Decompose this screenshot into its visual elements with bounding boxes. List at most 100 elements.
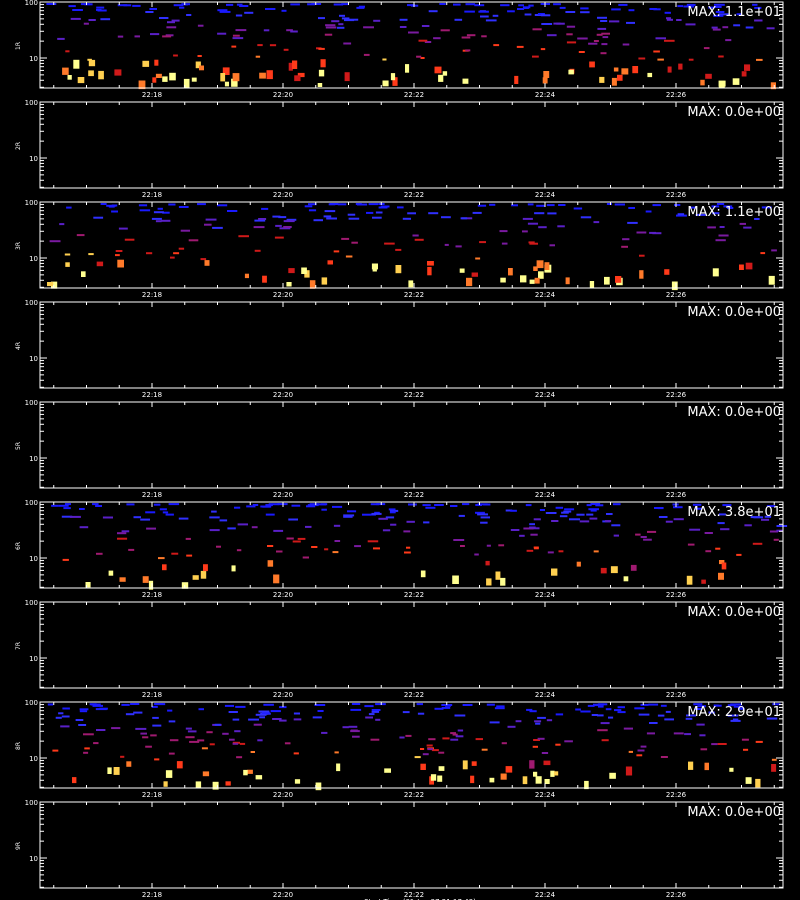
max-value-label: MAX: 3.8e+01 <box>687 505 781 520</box>
cell <box>257 44 263 47</box>
cell <box>155 73 162 78</box>
cell <box>151 217 162 220</box>
cell <box>231 45 237 48</box>
cell <box>161 219 171 222</box>
cell <box>540 48 546 51</box>
cell <box>399 18 408 21</box>
cell <box>643 538 652 541</box>
cell <box>546 719 553 722</box>
cell <box>638 713 650 716</box>
cell <box>489 777 495 783</box>
cell <box>689 528 701 531</box>
cell <box>639 270 644 279</box>
x-tick-label: 22:22 <box>404 791 424 799</box>
max-value-label: MAX: 1.1e+00 <box>687 205 781 220</box>
cell <box>293 752 299 755</box>
cell <box>157 207 163 210</box>
cell <box>718 13 730 16</box>
cell <box>664 11 671 14</box>
cell <box>246 505 256 508</box>
cell <box>259 716 265 719</box>
cell <box>711 26 718 29</box>
cell <box>598 705 604 708</box>
cell <box>96 261 104 267</box>
cell <box>414 238 424 241</box>
cell <box>96 6 105 9</box>
cell <box>284 742 291 745</box>
cell <box>434 707 444 710</box>
spectrogram-cells <box>51 503 788 590</box>
cell <box>610 566 618 574</box>
cell <box>660 704 667 707</box>
cell <box>418 39 428 42</box>
cell <box>279 706 287 709</box>
cell <box>754 218 760 220</box>
cell <box>314 704 326 706</box>
cell <box>239 5 249 7</box>
cell <box>390 509 399 512</box>
cell <box>700 748 708 751</box>
panel-7r: 100 10 7R 22:18 22:20 22:22 22:24 22:26 MAX: 0.0… <box>15 599 784 699</box>
cell <box>96 729 106 731</box>
cell <box>209 529 220 532</box>
cell <box>76 234 85 237</box>
cell <box>273 574 280 584</box>
cell <box>62 707 70 710</box>
cell <box>454 18 463 21</box>
cell <box>769 530 778 533</box>
cell <box>645 210 652 213</box>
cell <box>368 713 375 716</box>
cell <box>534 277 540 284</box>
cell <box>627 221 638 224</box>
cell <box>696 723 705 726</box>
cell <box>336 763 341 772</box>
cell <box>465 49 471 52</box>
cell <box>755 778 761 788</box>
cell <box>715 11 725 13</box>
cell <box>255 775 263 780</box>
cell <box>146 527 156 530</box>
cell <box>200 258 207 261</box>
cell <box>741 738 749 741</box>
cell <box>405 734 412 737</box>
panel-label: 2R <box>15 142 22 150</box>
cell <box>67 75 72 80</box>
cell <box>534 720 542 723</box>
plot-frame <box>39 101 784 189</box>
cell <box>351 703 361 705</box>
y-tick-label: 10 <box>29 155 38 163</box>
cell <box>485 560 490 566</box>
cell <box>433 37 441 40</box>
cell <box>422 753 429 756</box>
x-ticks: 22:18 22:20 22:22 22:24 22:26 <box>53 702 775 799</box>
cell <box>290 30 298 33</box>
cell <box>275 224 282 227</box>
cell <box>697 705 706 708</box>
cell <box>371 710 380 713</box>
cell <box>538 226 547 229</box>
cell <box>140 732 147 735</box>
cell <box>159 17 169 19</box>
cell <box>590 503 601 505</box>
cell <box>75 719 84 721</box>
cell <box>263 703 274 706</box>
cell <box>630 564 637 571</box>
y-tick-label: 10 <box>29 755 38 763</box>
cell <box>450 505 458 507</box>
cell <box>618 3 628 6</box>
cell <box>486 578 492 586</box>
panel-5r: 100 10 5R 22:18 22:20 22:22 22:24 22:26 MAX: 0.0… <box>15 399 784 499</box>
cell <box>375 718 381 721</box>
cell <box>370 503 379 506</box>
cell <box>522 776 528 785</box>
cell <box>201 747 208 750</box>
cell <box>118 227 128 230</box>
x-tick-label: 22:24 <box>535 891 556 899</box>
cell <box>591 714 598 716</box>
cell <box>188 239 199 242</box>
cell <box>588 508 599 511</box>
cell <box>685 23 696 26</box>
y-tick-label: 100 <box>25 199 38 207</box>
cell <box>532 28 542 31</box>
cell <box>752 3 758 6</box>
